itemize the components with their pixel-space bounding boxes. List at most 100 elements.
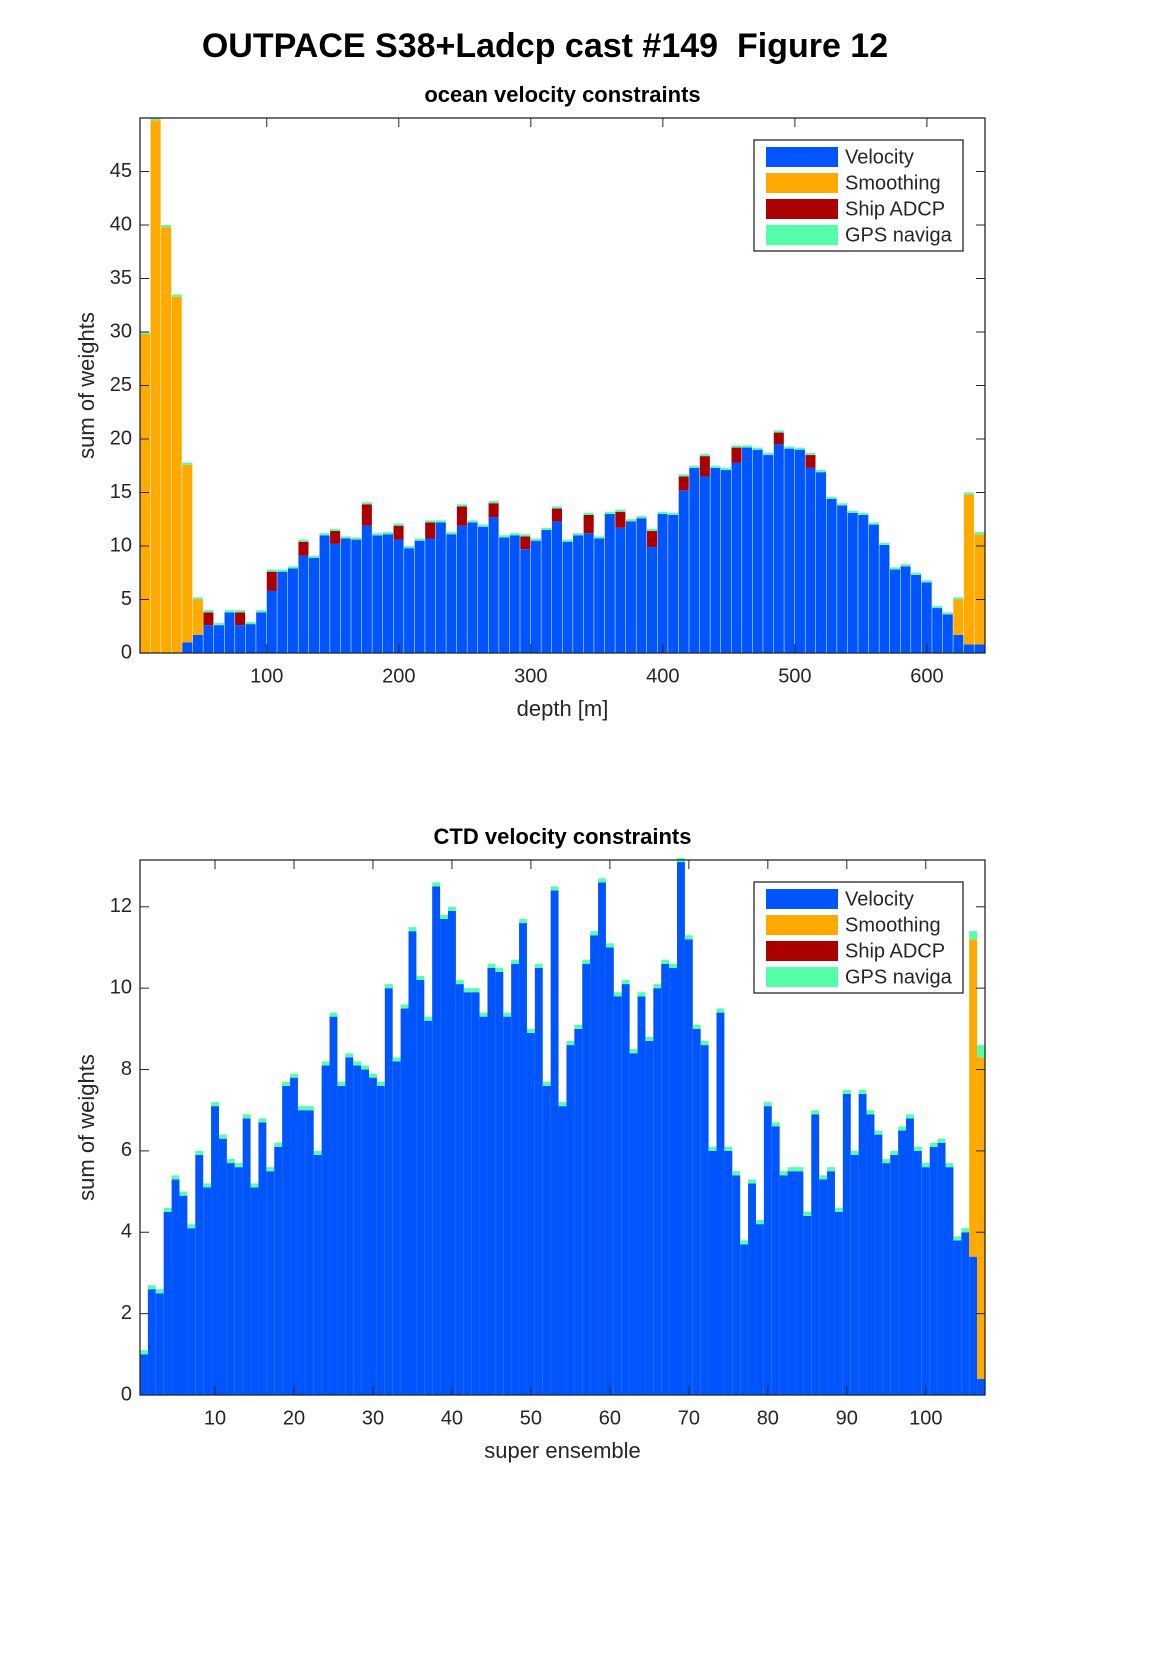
bar-segment: [689, 467, 700, 653]
legend-label: GPS naviga: [845, 966, 953, 988]
bar-segment: [906, 1114, 914, 1119]
bar-segment: [636, 518, 647, 653]
bar-segment: [842, 1093, 851, 1395]
bar-segment: [811, 1114, 820, 1395]
bar-segment: [171, 296, 183, 653]
bar-segment: [432, 882, 441, 887]
bar-segment: [826, 496, 838, 499]
bar-segment: [945, 1163, 954, 1168]
bar-segment: [192, 634, 204, 653]
bar-segment: [647, 547, 658, 653]
bar-segment: [530, 540, 542, 653]
bar-segment: [361, 1065, 370, 1070]
bars: [140, 118, 986, 653]
bar-segment: [140, 334, 151, 653]
bar-segment: [425, 538, 436, 653]
bar-segment: [773, 444, 785, 653]
x-tick-label: 30: [362, 1407, 384, 1429]
bar-segment: [297, 1110, 306, 1395]
bar-segment: [937, 1142, 946, 1395]
bar-segment: [361, 502, 373, 505]
bar-segment: [868, 524, 880, 653]
bar-segment: [752, 447, 764, 450]
bar-segment: [850, 1154, 859, 1395]
bar-segment: [911, 572, 922, 575]
bar-segment: [629, 1049, 638, 1054]
bar-segment: [235, 610, 246, 613]
bar-segment: [636, 516, 647, 519]
bar-segment: [435, 522, 447, 653]
bar-segment: [467, 522, 478, 653]
x-tick-label: 200: [382, 665, 415, 687]
bar-segment: [574, 1028, 583, 1395]
bar-segment: [573, 535, 584, 653]
bar-segment: [748, 1179, 756, 1184]
bar-segment: [583, 514, 595, 534]
bar-segment: [882, 1163, 891, 1395]
bar-segment: [669, 967, 678, 1395]
bar-segment: [826, 498, 838, 653]
bar-segment: [467, 520, 478, 523]
axes-box: [139, 859, 986, 1396]
bar-segment: [218, 1134, 227, 1139]
legend-swatch: [766, 199, 838, 219]
bar-segment: [710, 467, 721, 653]
bar-segment: [550, 886, 559, 891]
bar-segment: [740, 1240, 749, 1245]
bar-segment: [604, 513, 616, 653]
bar-segment: [330, 531, 341, 544]
bar-segment: [353, 1065, 362, 1395]
bar-segment: [834, 1207, 843, 1212]
bar-segment: [645, 1036, 654, 1042]
bar-segment: [742, 447, 753, 653]
bar-segment: [795, 1167, 804, 1172]
bar-segment: [287, 568, 299, 653]
bar-segment: [834, 1211, 843, 1395]
bar-segment: [305, 1110, 314, 1395]
bar-segment: [150, 120, 162, 653]
y-tick-label: 5: [121, 588, 132, 610]
bar-segment: [282, 1085, 291, 1395]
bar-segment: [974, 644, 985, 653]
bar-segment: [866, 1114, 875, 1395]
bar-segment: [858, 1089, 867, 1094]
bar-segment: [250, 1187, 259, 1395]
bar-segment: [942, 614, 954, 653]
bar-segment: [287, 566, 299, 569]
chart-title: CTD velocity constraints: [434, 824, 692, 849]
bar-segment: [629, 1053, 638, 1395]
chart-title: ocean velocity constraints: [424, 82, 700, 107]
bar-segment: [969, 931, 978, 940]
bar-segment: [953, 634, 964, 653]
bar-segment: [163, 1211, 172, 1395]
x-tick-label: 80: [757, 1407, 779, 1429]
bar-segment: [763, 452, 774, 456]
bar-segment: [615, 509, 626, 512]
bar-segment: [147, 1285, 156, 1290]
x-tick-label: 300: [514, 665, 547, 687]
bar-segment: [613, 996, 622, 1395]
bar-segment: [961, 1228, 970, 1233]
bar-segment: [837, 505, 848, 653]
bar-segment: [495, 967, 504, 972]
bar-segment: [187, 1228, 196, 1395]
bar-segment: [874, 1134, 883, 1395]
bar-segment: [440, 914, 448, 919]
bar-segment: [203, 612, 214, 626]
bar-segment: [488, 517, 500, 653]
bar-segment: [913, 1150, 922, 1395]
bar-segment: [256, 610, 267, 613]
bar-segment: [794, 449, 806, 653]
bar-segment: [487, 963, 496, 968]
bar-segment: [432, 886, 441, 1395]
bar-segment: [724, 1150, 733, 1395]
bar-segment: [582, 959, 591, 964]
bar-segment: [816, 470, 827, 473]
bar-segment: [590, 931, 599, 936]
y-tick-label: 40: [110, 213, 132, 235]
bar-segment: [541, 527, 552, 530]
y-tick-label: 30: [110, 320, 132, 342]
bar-segment: [795, 1171, 804, 1395]
bar-segment: [340, 536, 352, 539]
